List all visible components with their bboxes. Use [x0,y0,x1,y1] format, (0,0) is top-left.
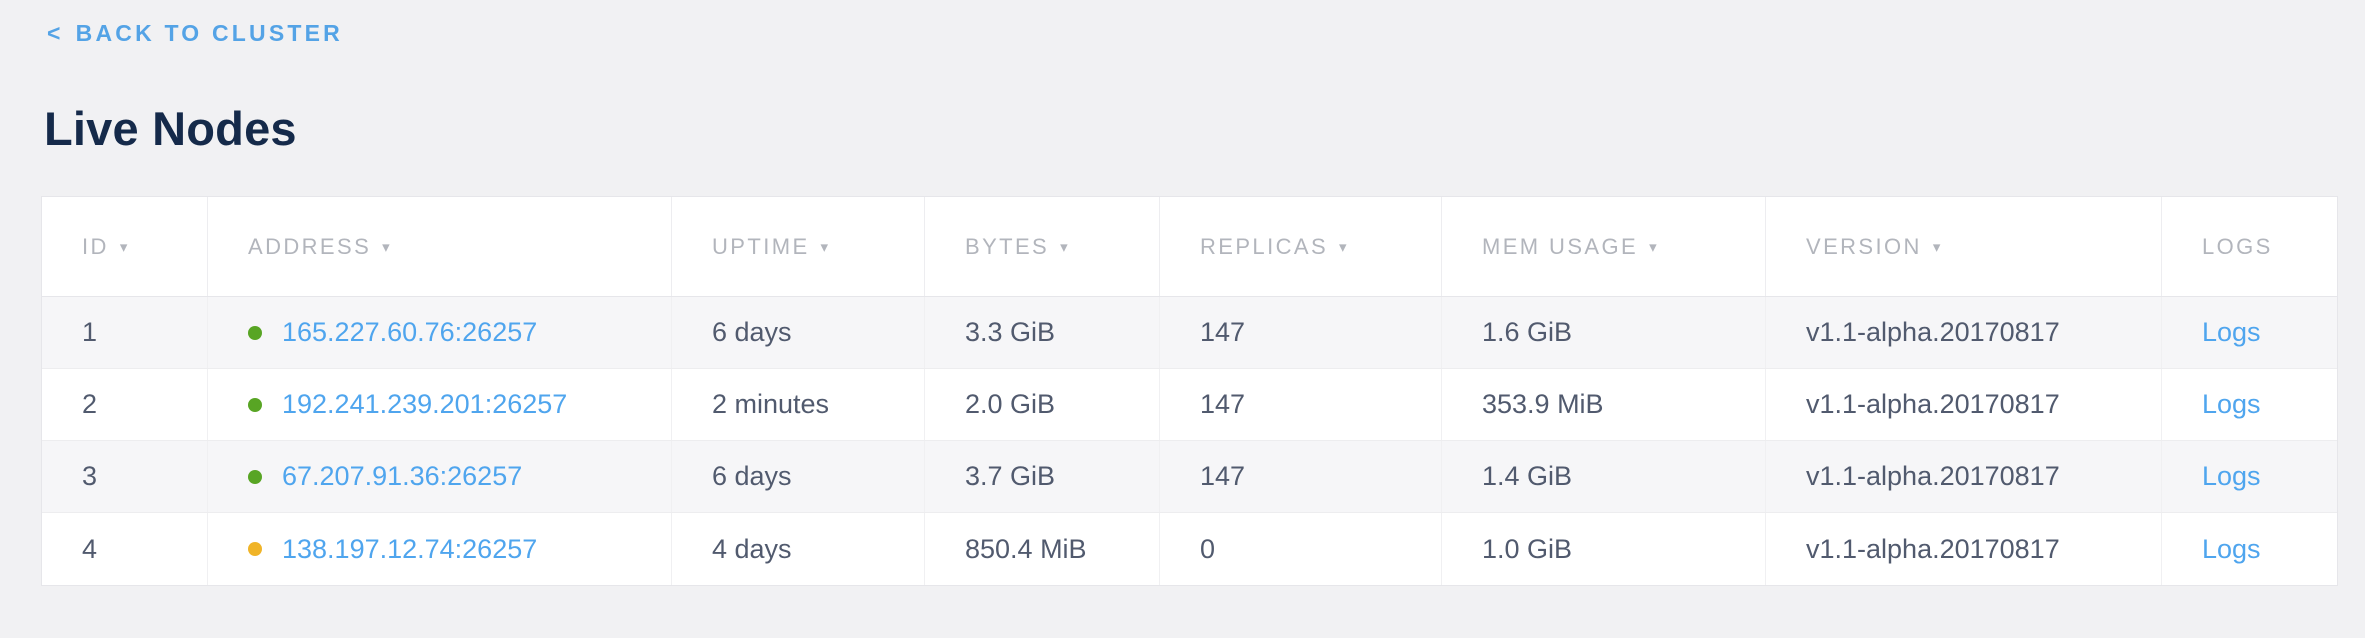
sort-arrow-icon[interactable]: ▾ [1339,238,1349,256]
cell-node-id: 3 [42,441,208,512]
cell-logs: Logs [2162,369,2337,440]
cell-node-id: 1 [42,297,208,368]
sort-arrow-icon[interactable]: ▾ [1060,238,1071,256]
column-header-mem-usage[interactable]: MEM USAGE ▾ [1442,197,1766,296]
cell-bytes: 3.3 GiB [925,297,1160,368]
cell-uptime: 2 minutes [672,369,925,440]
back-link-label: BACK TO CLUSTER [75,20,343,46]
cell-replicas: 0 [1160,513,1442,585]
cell-uptime: 6 days [672,441,925,512]
back-to-cluster-link[interactable]: < BACK TO CLUSTER [47,20,343,47]
logs-link[interactable]: Logs [2202,389,2261,419]
cell-uptime: 6 days [672,297,925,368]
column-header-id[interactable]: ID ▾ [42,197,208,296]
table-row: 3 67.207.91.36:26257 6 days 3.7 GiB 147 … [42,441,2337,513]
sort-arrow-icon[interactable]: ▾ [119,238,130,256]
cell-address: 165.227.60.76:26257 [208,297,672,368]
node-address-link[interactable]: 67.207.91.36:26257 [282,461,523,491]
cell-bytes: 850.4 MiB [925,513,1160,585]
cell-uptime: 4 days [672,513,925,585]
table-row: 4 138.197.12.74:26257 4 days 850.4 MiB 0… [42,513,2337,585]
back-arrow-icon: < [47,20,64,46]
table-header-row: ID ▾ ADDRESS ▾ UPTIME ▾ BYTES ▾ REPLICAS… [42,197,2337,297]
cell-address: 192.241.239.201:26257 [208,369,672,440]
cell-bytes: 3.7 GiB [925,441,1160,512]
column-header-uptime[interactable]: UPTIME ▾ [672,197,925,296]
cell-mem-usage: 1.4 GiB [1442,441,1766,512]
sort-arrow-icon[interactable]: ▾ [1649,238,1659,256]
table-row: 1 165.227.60.76:26257 6 days 3.3 GiB 147… [42,297,2337,369]
cell-logs: Logs [2162,297,2337,368]
cell-replicas: 147 [1160,441,1442,512]
cell-logs: Logs [2162,513,2337,585]
node-address-link[interactable]: 192.241.239.201:26257 [282,389,568,419]
node-address-link[interactable]: 165.227.60.76:26257 [282,317,538,347]
cell-replicas: 147 [1160,297,1442,368]
page-title: Live Nodes [44,102,297,155]
cell-mem-usage: 1.0 GiB [1442,513,1766,585]
table-row: 2 192.241.239.201:26257 2 minutes 2.0 Gi… [42,369,2337,441]
sort-arrow-icon[interactable]: ▾ [382,238,393,256]
logs-link[interactable]: Logs [2202,317,2261,347]
cell-logs: Logs [2162,441,2337,512]
table-body: 1 165.227.60.76:26257 6 days 3.3 GiB 147… [42,297,2337,585]
node-status-dot-icon [248,469,262,484]
cell-version: v1.1-alpha.20170817 [1766,513,2162,585]
node-address-link[interactable]: 138.197.12.74:26257 [282,533,538,564]
cell-replicas: 147 [1160,369,1442,440]
cell-mem-usage: 353.9 MiB [1442,369,1766,440]
node-status-dot-icon [248,542,262,556]
cell-version: v1.1-alpha.20170817 [1766,297,2162,368]
logs-link[interactable]: Logs [2202,533,2261,564]
cell-address: 67.207.91.36:26257 [208,441,672,512]
cell-bytes: 2.0 GiB [925,369,1160,440]
cell-mem-usage: 1.6 GiB [1442,297,1766,368]
live-nodes-table: ID ▾ ADDRESS ▾ UPTIME ▾ BYTES ▾ REPLICAS… [41,196,2338,586]
cell-address: 138.197.12.74:26257 [208,513,672,585]
logs-link[interactable]: Logs [2202,461,2261,491]
column-header-version[interactable]: VERSION ▾ [1766,197,2162,296]
node-status-dot-icon [248,397,262,412]
cell-node-id: 2 [42,369,208,440]
column-header-replicas[interactable]: REPLICAS ▾ [1160,197,1442,296]
cell-version: v1.1-alpha.20170817 [1766,441,2162,512]
column-header-logs: LOGS [2202,233,2273,259]
column-header-address[interactable]: ADDRESS ▾ [208,197,672,296]
sort-arrow-icon[interactable]: ▾ [1932,238,1943,256]
node-status-dot-icon [248,325,262,340]
sort-arrow-icon[interactable]: ▾ [820,238,831,256]
cell-version: v1.1-alpha.20170817 [1766,369,2162,440]
column-header-bytes[interactable]: BYTES ▾ [925,197,1160,296]
cell-node-id: 4 [42,513,208,585]
